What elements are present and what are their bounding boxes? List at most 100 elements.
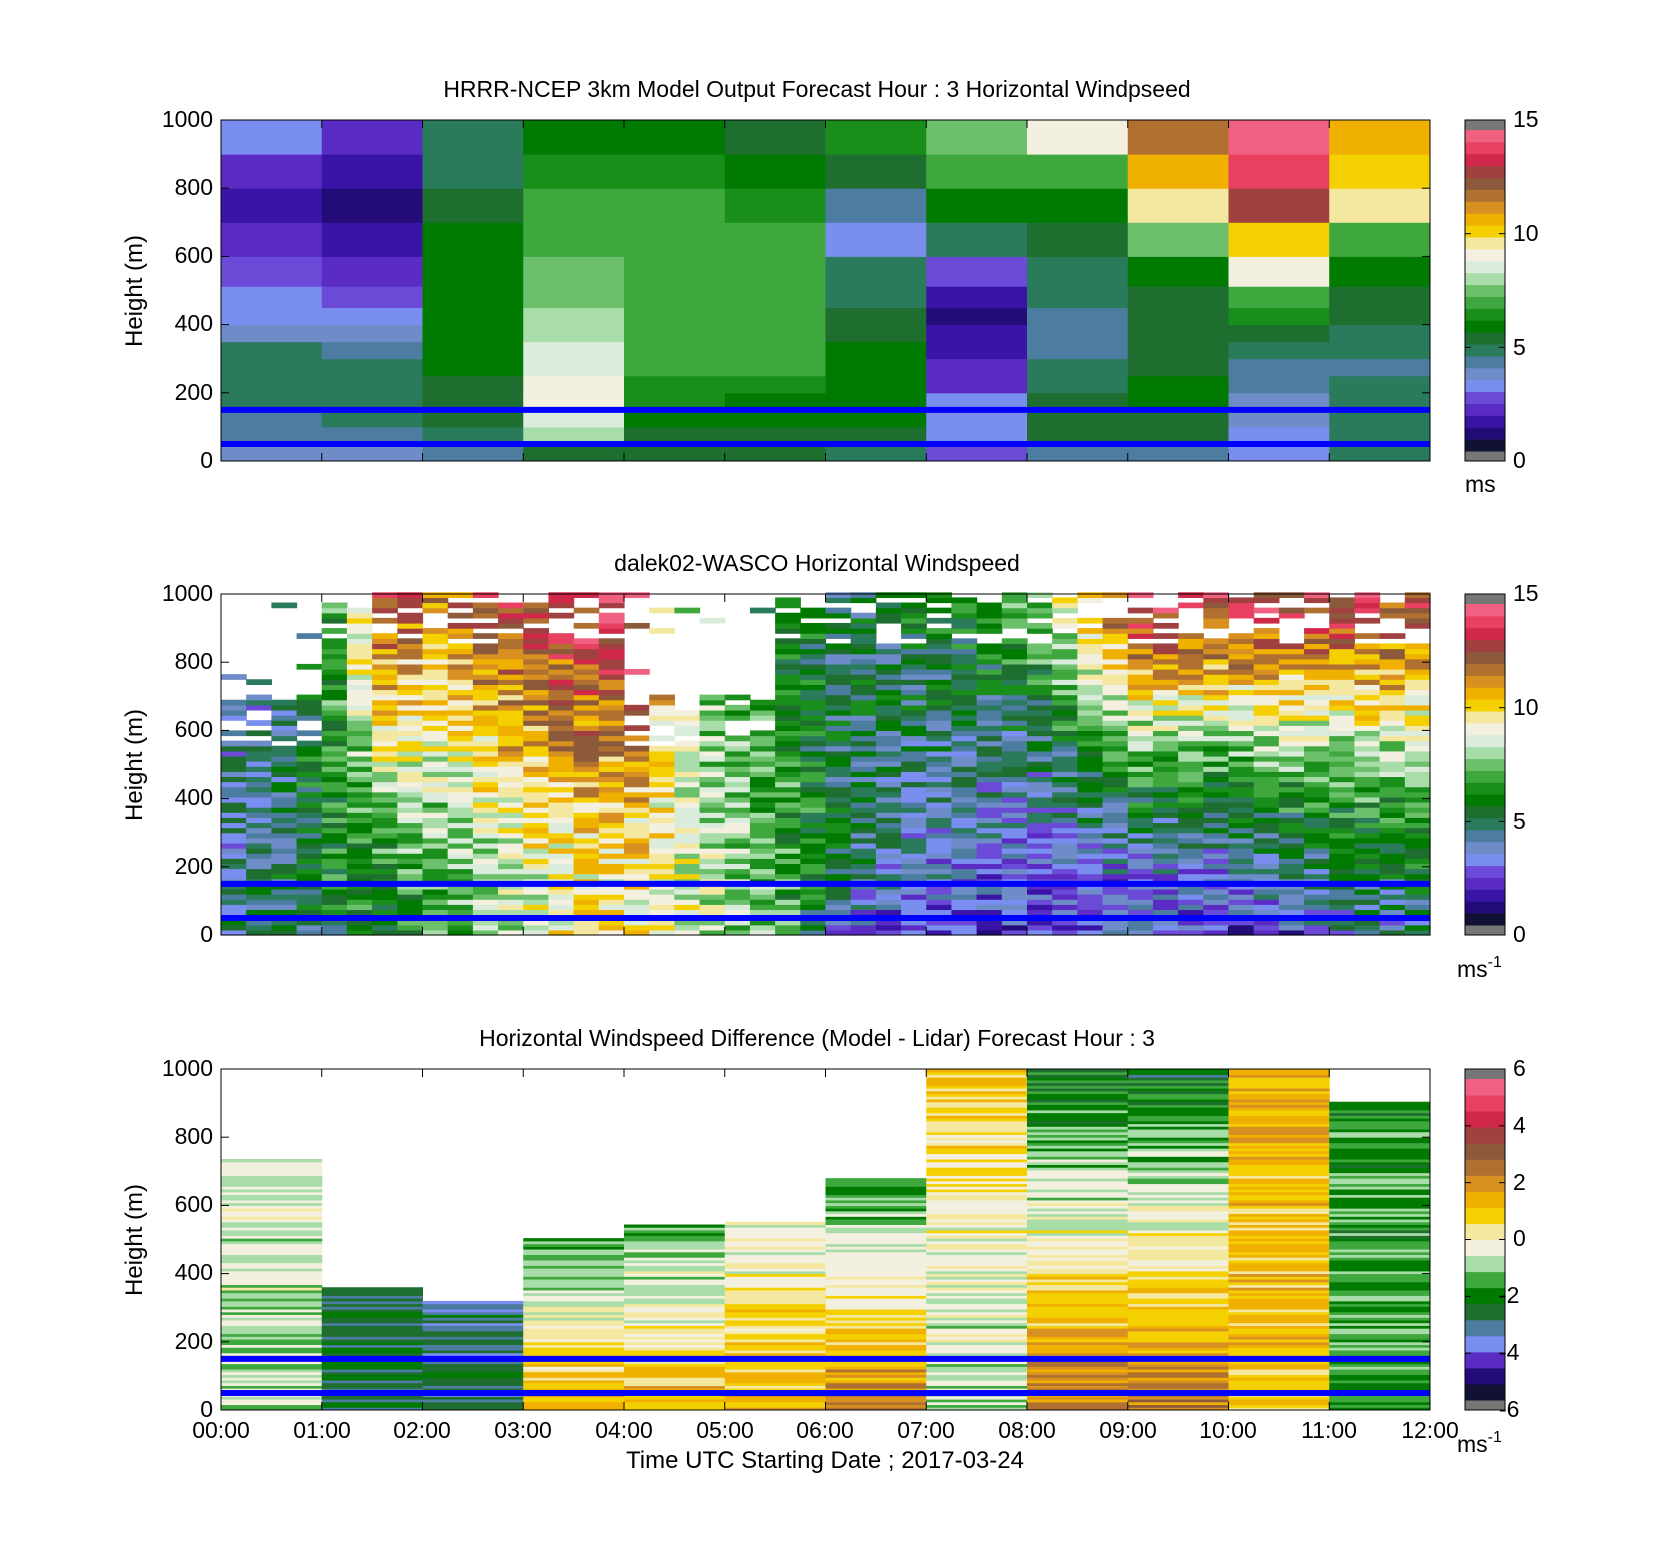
heatmap-cell xyxy=(1127,1303,1229,1307)
heatmap-cell xyxy=(346,628,373,634)
heatmap-cell xyxy=(1027,1262,1129,1266)
heatmap-cell xyxy=(221,1407,323,1411)
heatmap-cell xyxy=(397,832,424,839)
y-tick-label: 600 xyxy=(175,1191,213,1217)
heatmap-cell xyxy=(825,597,852,604)
heatmap-cell xyxy=(1127,1379,1229,1384)
heatmap-cell xyxy=(598,730,625,737)
heatmap-cell xyxy=(825,1259,927,1264)
heatmap-cell xyxy=(624,1257,726,1261)
heatmap-cell xyxy=(649,832,675,839)
x-tick-label: 07:00 xyxy=(897,1417,955,1443)
heatmap-cell xyxy=(699,776,726,783)
heatmap-cell xyxy=(1127,1298,1229,1302)
heatmap-cell xyxy=(1278,679,1305,685)
heatmap-cell xyxy=(1228,745,1255,752)
heatmap-cell xyxy=(1228,1107,1330,1111)
heatmap-cell xyxy=(1278,755,1305,762)
heatmap-cell xyxy=(1077,638,1104,645)
heatmap-cell xyxy=(422,1401,524,1406)
heatmap-cell xyxy=(372,730,398,737)
heatmap-cell xyxy=(1152,848,1179,854)
heatmap-cell xyxy=(598,812,625,818)
heatmap-cell xyxy=(674,802,701,808)
heatmap-cell xyxy=(1329,853,1356,859)
heatmap-cell xyxy=(221,1325,323,1329)
heatmap-cell xyxy=(775,715,801,721)
heatmap-cell xyxy=(598,699,625,706)
heatmap-cell xyxy=(1001,617,1028,624)
heatmap-cell xyxy=(1379,873,1406,880)
heatmap-cell xyxy=(724,735,751,742)
heatmap-cell xyxy=(221,1213,323,1217)
heatmap-cell xyxy=(1027,781,1053,788)
heatmap-cell xyxy=(447,669,474,675)
heatmap-cell xyxy=(926,1090,1028,1095)
heatmap-cell xyxy=(901,904,927,911)
heatmap-cell xyxy=(1329,863,1356,870)
heatmap-cell xyxy=(1329,1259,1431,1264)
heatmap-cell xyxy=(724,1268,826,1272)
heatmap-cell xyxy=(1304,888,1330,895)
heatmap-cell xyxy=(598,725,625,731)
heatmap-cell xyxy=(1127,256,1229,287)
heatmap-cell xyxy=(246,888,272,895)
heatmap-cell xyxy=(1052,648,1078,655)
heatmap-cell xyxy=(800,924,827,931)
heatmap-cell xyxy=(372,822,398,829)
heatmap-cell xyxy=(800,868,827,875)
heatmap-cell xyxy=(624,1298,726,1302)
heatmap-cell xyxy=(321,674,348,680)
heatmap-cell xyxy=(447,909,474,916)
heatmap-cell xyxy=(951,863,978,870)
heatmap-cell xyxy=(1329,120,1431,155)
heatmap-cell xyxy=(1404,894,1431,900)
heatmap-cell xyxy=(1278,730,1305,737)
heatmap-cell xyxy=(1102,663,1129,670)
heatmap-cell xyxy=(749,894,776,900)
heatmap-cell xyxy=(1127,154,1229,189)
heatmap-cell xyxy=(825,1330,927,1335)
heatmap-cell xyxy=(1077,837,1104,844)
heatmap-cell xyxy=(1027,392,1129,411)
heatmap-cell xyxy=(800,658,827,665)
heatmap-cell xyxy=(523,812,550,818)
heatmap-cell xyxy=(1178,725,1204,731)
heatmap-cell xyxy=(976,617,1003,624)
colorbar-tick-label: 0 xyxy=(1513,1225,1526,1251)
heatmap-cell xyxy=(1102,643,1129,650)
heatmap-cell xyxy=(321,1325,423,1329)
heatmap-cell xyxy=(372,786,398,793)
heatmap-cell xyxy=(1127,1175,1229,1179)
heatmap-cell xyxy=(875,694,902,701)
heatmap-cell xyxy=(724,1363,826,1367)
heatmap-cell xyxy=(422,597,449,604)
heatmap-cell xyxy=(1379,648,1406,655)
colorbar-frame xyxy=(1464,119,1506,462)
heatmap-cell xyxy=(1379,807,1406,813)
heatmap-cell xyxy=(1001,924,1028,931)
colorbar: 0 5 10 15 ms-1 xyxy=(1457,580,1539,982)
heatmap-cell xyxy=(447,704,474,711)
heatmap-cell xyxy=(825,1183,927,1187)
heatmap-cell xyxy=(321,669,348,675)
heatmap-cell xyxy=(1228,1330,1330,1335)
heatmap-cell xyxy=(1329,1298,1431,1302)
heatmap-cell xyxy=(1001,669,1028,675)
heatmap-cell xyxy=(649,868,675,875)
heatmap-cell xyxy=(372,868,398,875)
heatmap-cell xyxy=(624,1319,726,1324)
heatmap-cell xyxy=(825,1374,927,1378)
heatmap-cell xyxy=(1052,807,1078,813)
heatmap-cell xyxy=(926,324,1028,343)
heatmap-cell xyxy=(1354,868,1381,875)
heatmap-cell xyxy=(724,812,751,818)
heatmap-cell xyxy=(699,848,726,854)
heatmap-cell xyxy=(1228,409,1330,428)
heatmap-cell xyxy=(321,1401,423,1406)
heatmap-cell xyxy=(523,1349,625,1354)
heatmap-cell xyxy=(221,1262,323,1266)
heatmap-cell xyxy=(1228,1205,1330,1209)
heatmap-cell xyxy=(1304,766,1330,772)
heatmap-cell xyxy=(523,781,550,788)
